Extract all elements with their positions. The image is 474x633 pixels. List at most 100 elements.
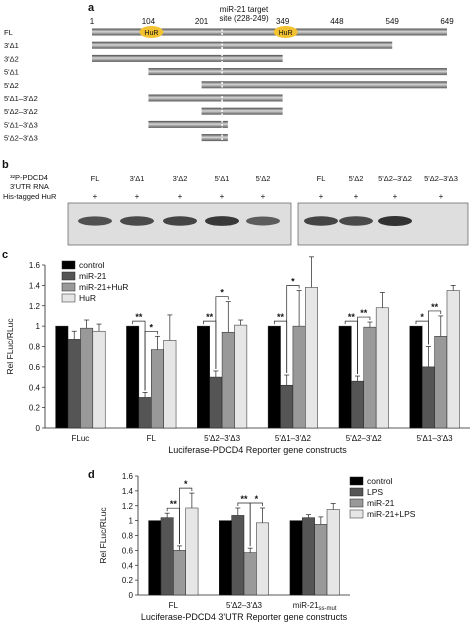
y-tick-label: 0.2 — [29, 404, 41, 413]
bar — [302, 517, 315, 596]
category-name: 5'Δ2–3'Δ3 — [226, 601, 263, 610]
construct-label: 5'Δ1–3'Δ2 — [4, 94, 38, 103]
bar — [446, 290, 460, 429]
bar — [305, 287, 318, 429]
category-label: FL — [147, 434, 157, 443]
hur-site-label: HuR — [144, 30, 158, 37]
legend-label: miR-21+LPS — [367, 509, 416, 519]
construct-bar — [92, 28, 447, 36]
y-tick-label: 0.8 — [122, 532, 134, 541]
construct-label: 5'Δ2 — [4, 81, 19, 90]
construct-label: 5'Δ1–3'Δ3 — [4, 120, 38, 129]
y-tick-label: 1.6 — [122, 472, 134, 481]
category-subscript: ss-mut — [319, 606, 337, 612]
y-tick-label: 1 — [129, 517, 134, 526]
legend-label: HuR — [79, 293, 96, 303]
legend-swatch — [61, 293, 76, 303]
position-label: 649 — [440, 17, 454, 26]
bar — [209, 376, 223, 429]
y-tick-label: 1.4 — [122, 487, 134, 496]
mir21-target-label-line2: site (228-249) — [219, 14, 269, 23]
category-name: 5'Δ1–3'Δ2 — [275, 434, 312, 443]
bar — [234, 324, 248, 429]
category-name: FLuc — [72, 434, 90, 443]
significance-label: * — [291, 276, 295, 286]
lane-plus: + — [319, 192, 324, 201]
lane-label: FL — [317, 174, 326, 183]
construct-label: 5'Δ2–3'Δ3 — [4, 134, 38, 143]
position-label: 549 — [386, 17, 400, 26]
bar — [67, 339, 81, 429]
legend-label: control — [79, 260, 105, 270]
y-tick-label: 0.6 — [122, 546, 134, 555]
construct-bar — [148, 68, 447, 76]
gel-band — [246, 216, 280, 226]
bar — [92, 330, 106, 429]
legend-label: LPS — [367, 487, 383, 497]
position-label: 349 — [276, 17, 290, 26]
y-axis-label: Rel FLuc/RLuc — [5, 318, 15, 375]
significance-label: * — [255, 494, 259, 504]
significance-bracket — [144, 330, 158, 391]
gel-band — [378, 216, 412, 226]
significance-bracket — [249, 502, 263, 547]
legend-label: miR-21+HuR — [79, 282, 128, 292]
category-label: 5'Δ1–3'Δ2 — [275, 434, 312, 443]
gel-band — [78, 216, 112, 226]
bar — [289, 520, 303, 596]
probe-label-line1: ³²P-PDCD4 — [10, 173, 48, 182]
panel-a-letter: a — [88, 2, 95, 14]
y-tick-label: 1.2 — [122, 502, 134, 511]
probe-label-line2: 3'UTR RNA — [10, 182, 49, 191]
position-label: 1 — [90, 17, 95, 26]
legend-swatch — [349, 498, 364, 508]
category-label: 5'Δ2–3'Δ3 — [204, 434, 241, 443]
significance-label: ** — [135, 312, 143, 322]
y-tick-label: 0.2 — [122, 576, 134, 585]
y-tick-label: 1.6 — [29, 261, 41, 270]
lane-plus: + — [261, 192, 266, 201]
gel-band — [163, 216, 197, 226]
bar — [185, 507, 199, 596]
lane-plus: + — [393, 192, 398, 201]
legend-swatch — [349, 476, 364, 486]
lane-label: 5'Δ2 — [256, 174, 271, 183]
panel-c-letter: c — [2, 249, 8, 261]
bar — [338, 325, 352, 429]
panel-b-letter: b — [2, 159, 9, 171]
category-name: miR-21 — [293, 601, 319, 610]
lane-label: 5'Δ2–3'Δ3 — [424, 174, 458, 183]
category-name: FL — [147, 434, 157, 443]
bar — [163, 340, 177, 429]
lane-label: 5'Δ2–3'Δ2 — [378, 174, 412, 183]
significance-label: ** — [360, 308, 368, 318]
bar — [221, 331, 235, 429]
legend-swatch — [61, 282, 76, 292]
significance-label: * — [420, 312, 424, 322]
bar — [363, 326, 377, 429]
category-label: 5'Δ2–3'Δ3 — [226, 601, 263, 610]
construct-bar — [201, 107, 283, 115]
lane-plus: + — [439, 192, 444, 201]
category-name: 5'Δ1–3'Δ3 — [417, 434, 454, 443]
construct-label: 3'Δ2 — [4, 54, 19, 63]
y-tick-label: 0 — [36, 424, 41, 433]
bar — [434, 336, 448, 429]
significance-bracket — [428, 310, 442, 345]
y-tick-label: 0.6 — [29, 363, 41, 372]
category-name: FL — [169, 601, 179, 610]
significance-bracket — [357, 316, 371, 375]
position-labels: 1 104 201 349 448 549 649 — [90, 17, 454, 26]
bar — [55, 325, 69, 429]
gel-band — [304, 216, 338, 226]
legend-label: miR-21 — [79, 271, 107, 281]
significance-label: ** — [348, 312, 356, 322]
bar — [409, 325, 423, 429]
mir21-target-label-line1: miR-21 target — [220, 5, 269, 14]
y-tick-label: 0 — [129, 591, 134, 600]
construct-label: 3'Δ1 — [4, 41, 19, 50]
lane-label: 3'Δ2 — [173, 174, 188, 183]
position-label: 201 — [195, 17, 209, 26]
bar — [160, 517, 174, 596]
category-name: 5'Δ2–3'Δ3 — [204, 434, 241, 443]
